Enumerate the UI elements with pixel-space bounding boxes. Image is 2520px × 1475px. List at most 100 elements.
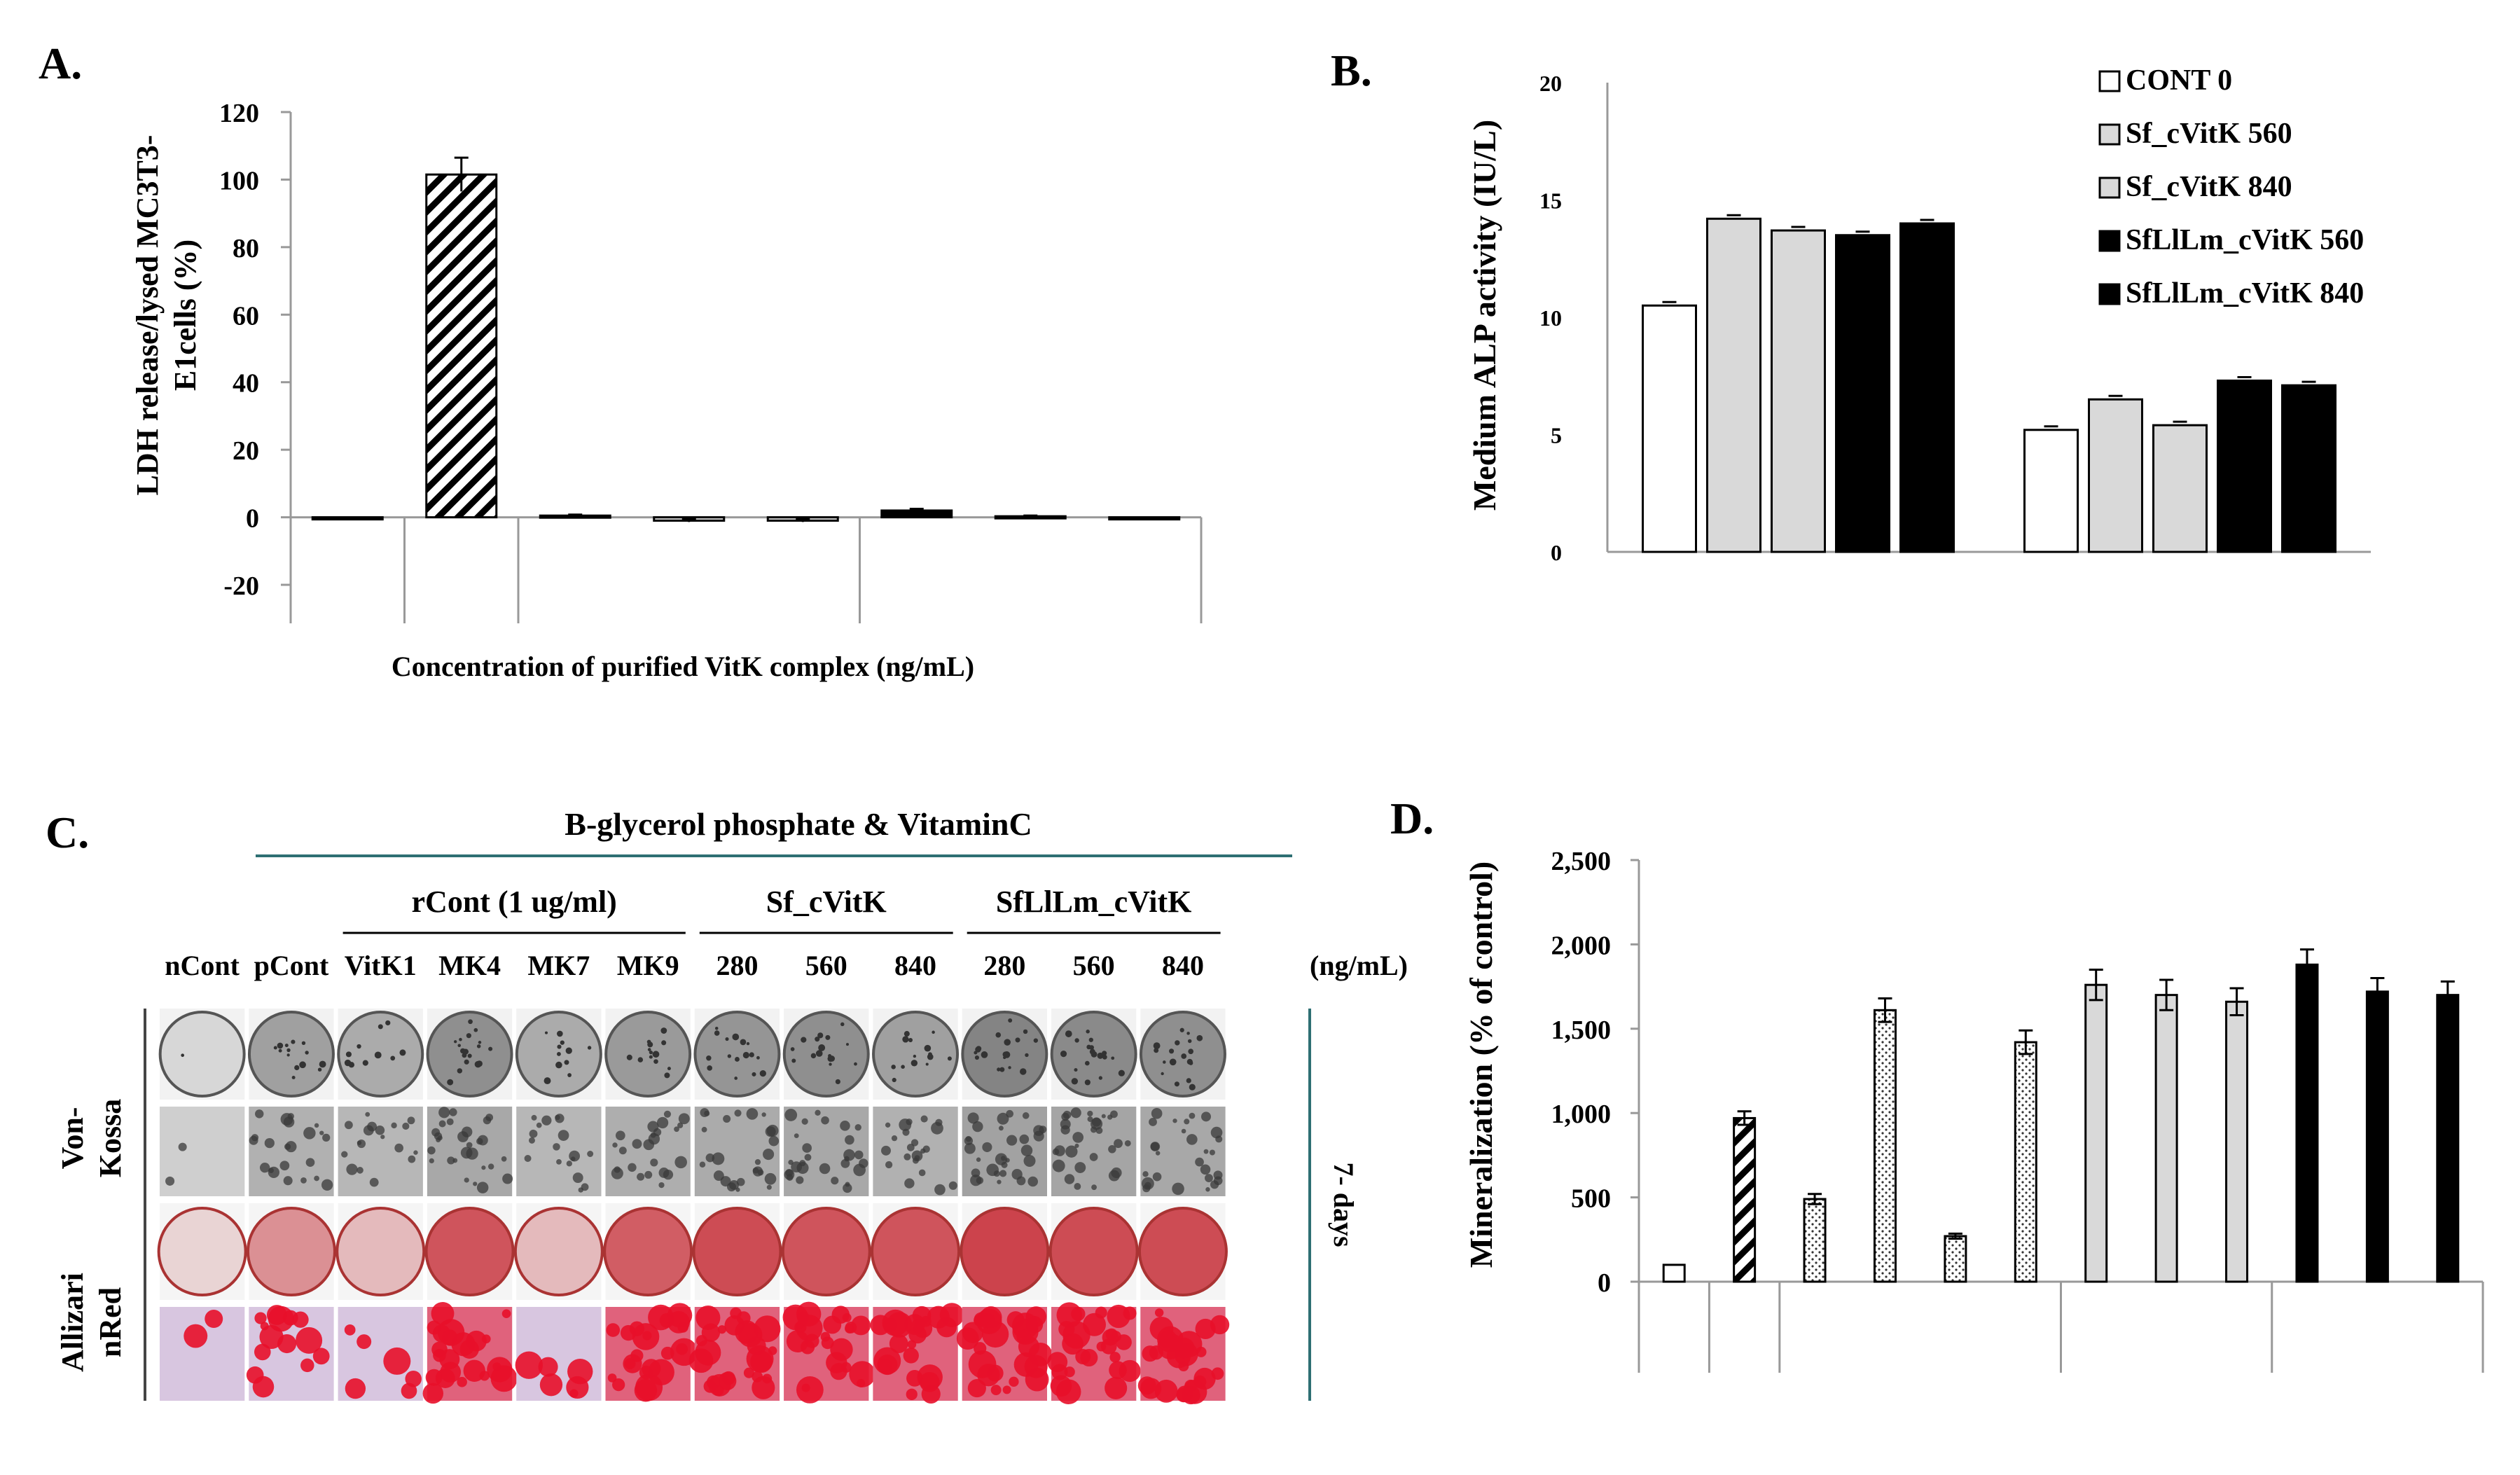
y-tick-label-a: 40 <box>233 369 259 399</box>
vonkossa-speck <box>840 1022 845 1027</box>
vonkossa-deposit <box>632 1139 642 1149</box>
vonkossa-deposit <box>663 1110 672 1118</box>
vonkossa-deposit <box>964 1142 976 1154</box>
alizarin-well <box>692 1207 782 1296</box>
panel-c-subgroup: Sf_cVitK <box>766 885 887 919</box>
legend-swatch-b <box>2098 123 2121 146</box>
vonkossa-deposit <box>1091 1118 1103 1130</box>
vonkossa-deposit <box>1064 1174 1075 1184</box>
vonkossa-deposit <box>964 1136 974 1145</box>
vonkossa-deposit <box>970 1175 982 1186</box>
row-label-line: nRed <box>93 1287 127 1357</box>
vonkossa-speck <box>447 1079 454 1086</box>
chart-d: 0 500 1,000 1,500 2,000 2,500 Mineralization (… <box>1463 847 2484 1373</box>
vonkossa-deposit <box>1149 1118 1157 1126</box>
vonkossa-speck <box>587 1046 592 1050</box>
vonkossa-deposit <box>705 1153 715 1163</box>
vonkossa-speck <box>660 1027 667 1034</box>
alizarin-deposit <box>252 1376 275 1398</box>
vonkossa-deposit <box>911 1139 919 1147</box>
vonkossa-deposit <box>931 1121 943 1135</box>
vonkossa-speck <box>947 1056 952 1061</box>
vonkossa-deposit <box>1205 1187 1210 1192</box>
alizarin-overlay <box>784 1307 869 1401</box>
vonkossa-speck <box>752 1072 756 1076</box>
vonkossa-well <box>247 1011 335 1097</box>
vonkossa-micrograph <box>605 1107 691 1196</box>
vonkossa-deposit <box>1089 1153 1098 1161</box>
y-tick-label-d: 1,000 <box>1551 1100 1612 1129</box>
vonkossa-deposit <box>1087 1110 1093 1117</box>
row-label-alizarin-red: Allizari nRed <box>55 1273 127 1372</box>
vonkossa-speck <box>286 1048 291 1053</box>
alizarin-deposit <box>405 1370 422 1387</box>
panel-a-letter: A. <box>39 39 82 88</box>
panel-c-column-label: MK9 <box>617 950 679 981</box>
bar-b <box>1899 222 1955 553</box>
vonkossa-speck <box>557 1044 562 1049</box>
vonkossa-speck <box>1169 1058 1177 1066</box>
panel-c-column-label: VitK1 <box>345 950 417 981</box>
vonkossa-speck <box>1025 1053 1029 1058</box>
y-tick-label-a: 80 <box>233 234 259 263</box>
vonkossa-speck <box>565 1047 572 1054</box>
bar-b <box>1771 229 1826 553</box>
vonkossa-speck <box>854 1062 857 1066</box>
vonkossa-speck <box>1188 1048 1194 1055</box>
side-label-days: 7- days <box>1328 1162 1359 1247</box>
vonkossa-deposit <box>449 1108 457 1116</box>
vonkossa-deposit <box>734 1109 742 1117</box>
vonkossa-deposit <box>341 1151 348 1158</box>
panel-c-subgroup: rCont (1 ug/ml) <box>412 885 617 919</box>
vonkossa-speck <box>560 1040 565 1045</box>
vonkossa-deposit <box>796 1176 804 1184</box>
vonkossa-deposit <box>264 1137 275 1149</box>
vonkossa-speck <box>664 1072 670 1079</box>
x-axis-label-a: Concentration of purified VitK complex (… <box>392 651 974 682</box>
vonkossa-speck <box>1084 1079 1091 1086</box>
vonkossa-speck <box>478 1041 482 1044</box>
panel-b-letter: B. <box>1331 46 1372 95</box>
y-tick-label-b: 10 <box>1539 305 1562 331</box>
bar-d <box>2014 1041 2037 1283</box>
alizarin-deposit <box>254 1343 271 1361</box>
vonkossa-speck <box>742 1051 749 1059</box>
vonkossa-deposit <box>794 1133 799 1139</box>
vonkossa-speck <box>1098 1076 1102 1080</box>
vonkossa-deposit <box>279 1161 290 1171</box>
vonkossa-deposit <box>1006 1135 1018 1146</box>
legend-swatch-b <box>2098 230 2121 252</box>
vonkossa-speck <box>454 1040 457 1044</box>
bar-d <box>1733 1116 1757 1283</box>
vonkossa-speck <box>1008 1066 1011 1069</box>
vonkossa-deposit <box>485 1114 494 1121</box>
y-axis-label-d: Mineralization (% of control) <box>1463 861 1499 1268</box>
bar-b <box>2281 384 2336 553</box>
vonkossa-speck <box>904 1031 910 1037</box>
vonkossa-deposit <box>1114 1139 1123 1149</box>
panel-c-unit: (ng/mL) <box>1310 950 1408 981</box>
alizarin-well <box>603 1207 693 1296</box>
y-tick-label-d: 2,500 <box>1551 847 1612 876</box>
vonkossa-deposit <box>314 1175 319 1182</box>
vonkossa-deposit <box>1052 1148 1060 1156</box>
vonkossa-speck <box>476 1044 481 1048</box>
vonkossa-speck <box>1169 1048 1175 1054</box>
vonkossa-deposit <box>618 1147 627 1155</box>
vonkossa-speck <box>474 1060 482 1068</box>
vonkossa-speck <box>911 1060 918 1067</box>
panel-c-column-label: MK4 <box>438 950 501 981</box>
vonkossa-deposit <box>763 1149 775 1161</box>
bar-d <box>1944 1235 1967 1283</box>
vonkossa-speck <box>567 1073 572 1077</box>
vonkossa-speck <box>1060 1051 1067 1058</box>
vonkossa-speck <box>817 1032 824 1039</box>
vonkossa-speck <box>815 1037 820 1042</box>
vonkossa-deposit <box>904 1153 911 1161</box>
vonkossa-deposit <box>1210 1126 1223 1139</box>
vonkossa-deposit <box>784 1109 798 1121</box>
vonkossa-speck <box>1102 1051 1107 1056</box>
vonkossa-deposit <box>1201 1112 1212 1122</box>
panel-c-column-label: 560 <box>1073 950 1115 981</box>
alizarin-well <box>513 1207 604 1296</box>
